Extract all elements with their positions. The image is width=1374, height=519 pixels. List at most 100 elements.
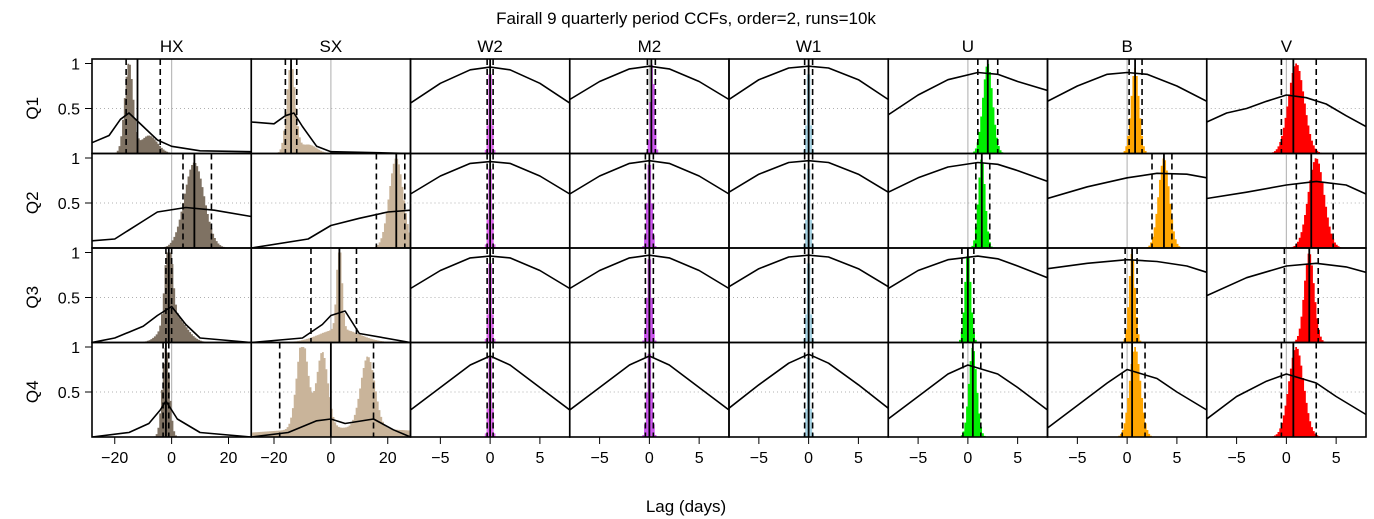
histogram-fill [1206,347,1366,437]
panel-q3-sx [251,248,411,343]
panel-q2-w1 [729,153,889,248]
ccf-curve [1206,262,1366,297]
panel-q4-v [1206,342,1366,437]
ccf-curve [92,305,252,343]
x-tick-label: −5 [431,450,449,467]
ccf-curve [92,112,252,153]
panel-q1-b [1047,59,1207,154]
ccf-curve [888,255,1048,290]
x-tick-label: −5 [909,450,927,467]
histogram-fill [92,252,252,343]
x-tick-label: 5 [1172,450,1181,467]
ccf-curve [251,418,411,437]
panel-grid: HX −20 0 20 SX −20 0 20 W2 −5 0 5 M2 −5 0 5 W1 −5 0 5 U −5 0 5 B… [23,37,1367,467]
panel-q3-b [1047,248,1207,343]
x-tick-label: 0 [645,450,654,467]
x-tick-label: 5 [535,450,544,467]
panel-q1-w2 [410,59,570,154]
x-tick-label: 5 [1013,450,1022,467]
ccf-curve [1047,172,1207,200]
ccf-curve [1206,180,1366,200]
x-tick-label: 0 [963,450,972,467]
y-tick-label: 1 [71,340,80,357]
panel-q1-u [888,59,1048,154]
y-tick-label: 1 [71,57,80,74]
panel-q4-w1 [729,342,889,437]
x-tick-label: 5 [854,450,863,467]
panel-q2-b [1047,153,1207,248]
ccf-curve [251,112,411,154]
histogram-fill [92,347,252,437]
panel-q4-m2 [569,342,729,437]
column-title-w2: W2 [477,37,503,56]
panel-frame [1205,341,1367,438]
column-title-w1: W1 [796,37,822,56]
histogram-fill [1047,158,1207,248]
x-tick-label: 0 [326,450,335,467]
x-tick-label: −5 [1227,450,1245,467]
panel-q1-v [1206,59,1366,154]
x-tick-label: 20 [220,450,238,467]
y-tick-label: 1 [71,246,80,263]
panel-q2-w2 [410,153,570,248]
histogram-fill [1047,68,1207,154]
column-title-sx: SX [320,37,343,56]
y-tick-label: 0.5 [58,102,80,119]
row-label-q1: Q1 [23,97,42,120]
panel-q2-v [1206,153,1366,248]
histogram-fill [1047,347,1207,437]
column-title-u: U [962,37,974,56]
ccf-curve [251,209,411,248]
x-tick-label: 0 [1123,450,1132,467]
panel-q4-u [888,342,1048,437]
histogram-fill [1206,63,1366,154]
x-tick-label: 0 [804,450,813,467]
panel-q1-hx [92,59,252,154]
ccf-curve [888,364,1048,420]
column-title-hx: HX [160,37,184,56]
x-tick-label: 0 [1282,450,1291,467]
panel-q3-v [1206,248,1366,343]
x-tick-label: 20 [379,450,397,467]
y-tick-label: 0.5 [58,291,80,308]
panel-q2-sx [251,153,411,248]
panel-q1-sx [251,59,411,154]
panel-q4-hx [92,342,252,437]
x-tick-label: 5 [1332,450,1341,467]
histogram-fill [92,63,252,154]
ccf-curve [888,161,1048,193]
ccf-curve [1047,71,1207,103]
panel-q2-u [888,153,1048,248]
column-title-b: B [1121,37,1132,56]
ccf-curve [251,310,411,343]
x-tick-label: 0 [486,450,495,467]
histogram-fill [251,158,411,248]
panel-q1-m2 [569,59,729,154]
panel-q3-m2 [569,248,729,343]
panel-q3-hx [92,248,252,343]
histogram-fill [1206,158,1366,248]
row-label-q3: Q3 [23,286,42,309]
x-tick-label: −5 [750,450,768,467]
x-axis-label: Lag (days) [646,497,726,516]
histogram-fill [888,347,1048,437]
panel-q2-hx [92,153,252,248]
ccf-curve [1047,258,1207,274]
histogram-fill [569,64,729,154]
panel-q3-w1 [729,248,889,343]
ccf-curve [1206,94,1366,128]
x-tick-label: −5 [1068,450,1086,467]
row-label-q2: Q2 [23,191,42,214]
histogram-fill [251,347,411,437]
figure-title: Fairall 9 quarterly period CCFs, order=2… [496,9,876,28]
ccf-curve [569,65,729,101]
column-title-v: V [1281,37,1293,56]
x-tick-label: 0 [167,450,176,467]
x-tick-label: −20 [101,450,128,467]
panel-q4-w2 [410,342,570,437]
y-tick-label: 1 [71,151,80,168]
ccf-curve [92,206,252,242]
panel-q3-u [888,248,1048,343]
x-tick-label: 5 [695,450,704,467]
